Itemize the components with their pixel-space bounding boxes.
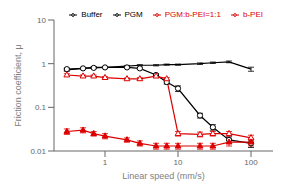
- svg-text:10: 10: [37, 16, 46, 25]
- svg-text:100: 100: [244, 158, 258, 167]
- svg-text:10: 10: [174, 158, 183, 167]
- html-text:PGM: PGM: [124, 10, 143, 19]
- svg-text:Linear speed (mm/s): Linear speed (mm/s): [122, 171, 205, 181]
- svg-text:0.01: 0.01: [30, 147, 46, 156]
- html-text:b-PEI: b-PEI: [243, 10, 263, 19]
- html-text:Buffer: Buffer: [81, 10, 103, 19]
- svg-text:1: 1: [42, 60, 47, 69]
- html-text:PGM:b-PEI=1:1: PGM:b-PEI=1:1: [164, 10, 221, 19]
- svg-text:1: 1: [103, 158, 108, 167]
- svg-text:0.1: 0.1: [35, 103, 47, 112]
- svg-text:Friction coefficient, μ: Friction coefficient, μ: [13, 44, 23, 127]
